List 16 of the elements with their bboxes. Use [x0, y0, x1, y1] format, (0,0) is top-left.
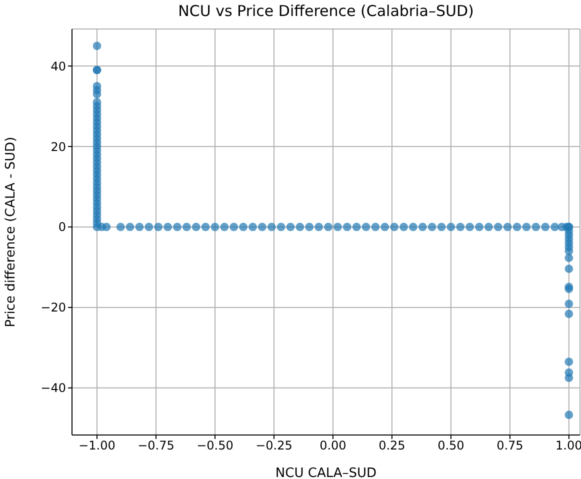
y-tick-label: −20	[40, 300, 66, 315]
y-tick-label: 0	[58, 220, 66, 234]
x-tick-label: 0.00	[320, 438, 346, 453]
x-tick-label: 0.25	[378, 438, 406, 453]
x-tick-label: 0.50	[438, 438, 464, 453]
y-axis-title: Price difference (CALA - SUD)	[4, 136, 19, 328]
x-tick-label: −0.50	[196, 438, 234, 453]
x-tick-label: −0.25	[256, 438, 292, 453]
x-tick-label: 0.75	[496, 438, 524, 453]
chart-title: NCU vs Price Difference (Calabria–SUD)	[177, 2, 475, 20]
y-tick-label: −40	[40, 381, 66, 396]
y-tick-label: 40	[50, 59, 66, 74]
x-axis-title: NCU CALA–SUD	[275, 466, 377, 479]
x-tick-label: −0.75	[138, 438, 174, 453]
x-tick-label: −1.00	[78, 438, 116, 453]
y-tick-label: 20	[50, 140, 66, 154]
